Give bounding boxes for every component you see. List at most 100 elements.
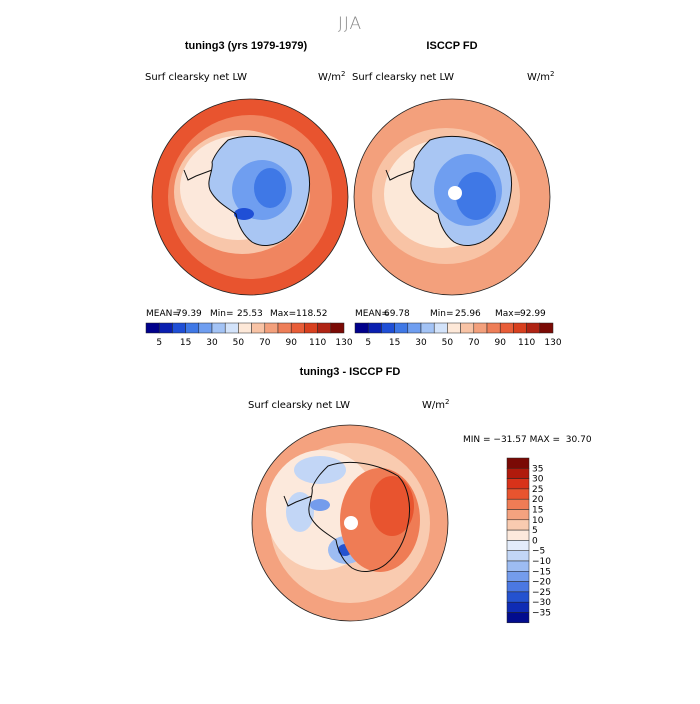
map-missing-data xyxy=(344,516,358,530)
panel-stats: MIN = −31.57 MAX = 30.70 xyxy=(463,435,592,445)
colorbar-swatch xyxy=(420,322,435,334)
colorbar-swatch xyxy=(506,519,530,531)
colorbar-swatch xyxy=(381,322,395,334)
colorbar-swatch xyxy=(317,322,332,334)
colorbar-tick-label: 70 xyxy=(259,338,271,348)
colorbar-swatch xyxy=(185,322,200,334)
colorbar-swatch xyxy=(506,571,530,582)
colorbar-tick-label: 10 xyxy=(532,516,544,526)
colorbar-swatch xyxy=(460,322,475,334)
colorbar-swatch xyxy=(506,560,530,572)
panel-title: tuning3 (yrs 1979-1979) xyxy=(185,40,308,52)
colorbar-tick-label: 110 xyxy=(518,338,535,348)
colorbar-tick-label: 15 xyxy=(389,338,400,348)
colorbar-swatch xyxy=(513,322,527,334)
colorbar-swatch xyxy=(394,322,409,334)
colorbar-swatch xyxy=(506,478,530,490)
colorbar-absolute-obs: 5 15 30 50 70 90 110 130 xyxy=(354,322,562,348)
colorbar-tick-label: 50 xyxy=(233,338,245,348)
colorbar-swatch xyxy=(211,322,226,334)
colorbar-tick-label: −35 xyxy=(532,609,551,619)
colorbar-swatch xyxy=(506,509,530,521)
map-low-region xyxy=(234,208,254,220)
colorbar-swatch xyxy=(264,322,279,334)
colorbar-tick-label: 15 xyxy=(180,338,191,348)
panel-variable-label: Surf clearsky net LW xyxy=(145,72,247,83)
colorbar-tick-label: −30 xyxy=(532,598,551,608)
colorbar-swatch xyxy=(290,322,305,334)
colorbar-tick-label: 130 xyxy=(544,338,561,348)
antarctic-peninsula xyxy=(183,169,213,181)
polar-map xyxy=(152,99,348,295)
panel-units: W/m2 xyxy=(422,398,449,411)
panel-model: tuning3 (yrs 1979-1979) Surf clearsky ne… xyxy=(145,40,353,348)
colorbar-tick-label: −15 xyxy=(532,567,551,577)
colorbar-swatch xyxy=(354,322,369,334)
map-missing-data xyxy=(448,186,462,200)
map-high-region xyxy=(370,476,414,536)
colorbar-swatch xyxy=(506,581,530,593)
colorbar-tick-label: 5 xyxy=(156,338,162,348)
colorbar-swatch xyxy=(304,322,318,334)
colorbar-tick-label: 90 xyxy=(494,338,506,348)
colorbar-swatch xyxy=(506,498,530,510)
map-low-region xyxy=(294,456,346,484)
colorbar-swatch xyxy=(158,322,173,334)
colorbar-tick-label: −10 xyxy=(532,557,551,567)
map-border xyxy=(353,98,551,296)
antarctic-peninsula xyxy=(283,495,313,507)
colorbar-tick-label: −25 xyxy=(532,588,551,598)
colorbar-swatch xyxy=(539,322,554,334)
colorbar-swatch xyxy=(407,322,422,334)
panel-stats: MEAN=79.39 Min= 25.53 Max=118.52 xyxy=(146,309,328,319)
colorbar-tick-label: 5 xyxy=(532,526,538,536)
antarctic-peninsula xyxy=(385,169,415,181)
colorbar-swatch xyxy=(506,550,530,562)
map-low-region xyxy=(310,499,330,511)
colorbar-swatch xyxy=(506,612,530,624)
colorbar-swatch xyxy=(277,322,292,334)
colorbar-tick-label: 5 xyxy=(365,338,371,348)
colorbar-tick-label: 30 xyxy=(206,338,218,348)
colorbar-swatch xyxy=(506,540,530,551)
colorbar-swatch xyxy=(473,322,488,334)
panel-units: W/m2 xyxy=(318,70,345,83)
colorbar-tick-label: 25 xyxy=(532,485,543,495)
colorbar-tick-label: 0 xyxy=(532,536,538,546)
panel-units: W/m2 xyxy=(527,70,554,83)
panel-observations: ISCCP FD Surf clearsky net LW W/m2 MEAN=… xyxy=(352,40,562,348)
panel-title: tuning3 - ISCCP FD xyxy=(300,366,401,378)
colorbar-swatch xyxy=(330,322,345,334)
colorbar-swatch xyxy=(433,322,448,334)
panel-variable-label: Surf clearsky net LW xyxy=(248,400,350,411)
colorbar-swatch xyxy=(251,322,266,334)
colorbar-tick-label: 130 xyxy=(335,338,352,348)
map-low-region xyxy=(286,492,314,532)
colorbar-tick-label: −5 xyxy=(532,547,545,557)
polar-map xyxy=(354,99,550,295)
colorbar-swatch xyxy=(447,322,461,334)
colorbar-swatch xyxy=(172,322,186,334)
panel-variable-label: Surf clearsky net LW xyxy=(352,72,454,83)
colorbar-swatch xyxy=(506,601,530,613)
colorbar-swatch xyxy=(506,457,530,469)
colorbar-tick-label: 70 xyxy=(468,338,480,348)
colorbar-tick-label: 20 xyxy=(532,495,544,505)
colorbar-swatch xyxy=(224,322,239,334)
panel-difference: tuning3 - ISCCP FD Surf clearsky net LW … xyxy=(248,366,592,624)
colorbar-swatch xyxy=(486,322,501,334)
panel-title: ISCCP FD xyxy=(426,40,477,52)
page-title: JJA xyxy=(338,14,362,34)
colorbar-swatch xyxy=(499,322,514,334)
colorbar-tick-label: 30 xyxy=(532,475,544,485)
colorbar-swatch xyxy=(145,322,160,334)
colorbar-tick-label: −20 xyxy=(532,578,551,588)
colorbar-tick-label: 15 xyxy=(532,506,543,516)
polar-map xyxy=(252,425,448,621)
panel-stats: MEAN=69.78 Min=25.96 Max=92.99 xyxy=(355,309,546,319)
colorbar-swatch xyxy=(367,322,382,334)
colorbar-swatch xyxy=(526,322,541,334)
map-border xyxy=(251,424,449,622)
